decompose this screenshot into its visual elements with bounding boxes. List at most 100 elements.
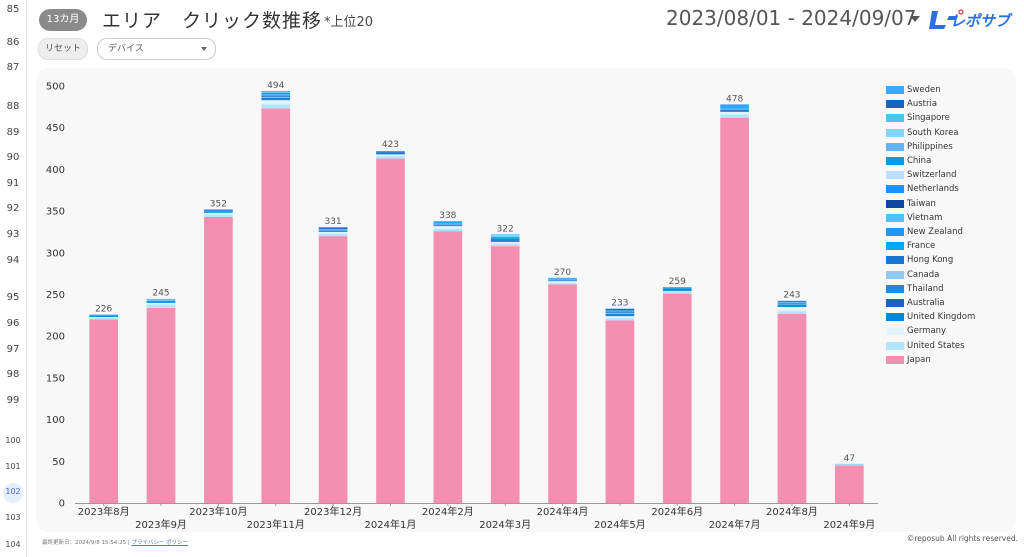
legend-swatch [886,142,904,151]
bar-segment-germany [89,317,119,318]
legend-label: United Kingdom [907,312,976,323]
bar-segment-japan [376,158,405,504]
bar-segment-japan [834,465,864,503]
y-tick-label: 200 [46,332,65,343]
bar-segment-taiwan [777,301,807,303]
bar-segment-germany [605,316,635,318]
bar-segment-sweden [433,221,463,222]
bar-segment-japan [605,320,635,503]
row-number[interactable]: 95 [6,292,20,303]
date-range-dropdown-icon[interactable] [910,16,920,22]
legend-swatch [886,100,904,109]
bar-segment-hong-kong [376,151,405,153]
row-number[interactable]: 87 [6,62,20,73]
x-category-label: 2024年9月 [823,518,875,531]
row-number[interactable]: 99 [6,395,20,406]
legend-label: Sweden [907,85,941,95]
bar-segment-france [720,107,749,109]
legend-label: New Zealand [907,227,963,237]
device-select-value: デバイス [108,44,144,54]
row-number[interactable]: 86 [6,37,20,48]
row-number[interactable]: 90 [6,152,20,163]
chart-panel [36,68,1016,532]
bar-segment-sweden [261,91,291,92]
bar-segment-new-zealand [204,209,233,211]
bar-segment-united-kingdom [89,316,119,318]
x-category-label: 2024年7月 [709,518,761,531]
row-number[interactable]: 103 [5,513,21,522]
bar-segment-thailand [777,304,807,306]
bar-segment-canada [318,229,348,231]
bar-segment-united-kingdom [720,111,749,112]
bar-segment-united-states [662,291,692,294]
bar-segment-canada [146,300,176,302]
bar-segment-united-states [777,311,807,314]
legend-label: Vietnam [907,212,943,223]
y-tick-label: 400 [46,165,65,176]
row-number[interactable]: 92 [6,203,20,214]
bar-segment-sweden [318,226,348,228]
legend-label: Taiwan [907,198,936,209]
logo-mark-icon [929,9,964,29]
row-number[interactable]: 96 [6,318,20,329]
x-category-label: 2024年1月 [365,518,417,531]
last-updated-text: 最終更新日：2024/9/8 15:54:25 [42,540,127,546]
y-tick-label: 250 [46,290,65,301]
bar-segment-sweden [720,104,749,106]
legend-swatch [886,256,904,265]
bar-segment-new-zealand [605,311,635,313]
row-number[interactable]: 94 [6,255,20,266]
row-number[interactable]: 89 [6,127,20,138]
y-tick-label: 50 [52,457,65,468]
bar-segment-united-states [318,233,348,237]
row-number[interactable]: 102 [5,487,21,496]
bar-segment-vietnam [605,310,635,312]
x-category-label: 2023年12月 [304,505,362,518]
bar-segment-united-states [433,228,463,232]
device-select[interactable]: デバイス [97,38,216,60]
row-number[interactable]: 93 [6,229,20,240]
bar-segment-canada [433,223,463,225]
bar-segment-germany [548,281,577,283]
bar-segment-germany [433,226,463,229]
row-number[interactable]: 104 [5,540,21,549]
row-number[interactable]: 97 [6,344,20,355]
bar-segment-japan [261,108,291,503]
bar-segment-united-states [146,304,176,308]
bar-segment-china [261,92,291,94]
bar-segment-france [433,222,463,224]
bar-segment-united-states [720,114,749,118]
row-number[interactable]: 98 [6,369,20,380]
row-number-gutter: 85 86 87 88 89 90 91 92 93 94 95 96 97 98 99 100 101 102 1… [0,0,27,557]
bar-segment-united-kingdom [146,302,176,303]
logo-text: レポサブ [950,12,1013,30]
x-category-label: 2023年10月 [189,505,247,518]
bar-segment-new-zealand [490,236,520,238]
row-number[interactable]: 100 [5,436,21,445]
legend-label: France [907,241,936,252]
bar-total-label: 331 [325,217,342,227]
bar-segment-germany [376,154,405,157]
y-tick-label: 100 [46,415,65,426]
row-number[interactable]: 85 [6,4,20,15]
bar-segment-japan [204,216,233,504]
period-pill[interactable]: 13カ月 [39,9,87,31]
row-number[interactable]: 88 [6,101,20,112]
bar-segment-hong-kong [777,302,807,304]
bar-segment-canada [777,303,807,305]
row-number[interactable]: 101 [5,462,21,471]
bar-segment-thailand [204,211,233,212]
bar-segment-china [720,105,749,107]
legend-label: South Korea [907,127,959,138]
date-range-display[interactable]: 2023/08/01 - 2024/09/07 [666,6,917,30]
privacy-policy-link[interactable]: プライバシー ポリシー [131,540,189,546]
reset-button[interactable]: リセット [38,38,88,60]
legend-swatch [886,199,904,208]
row-number[interactable]: 91 [6,178,20,189]
bar-segment-france [261,95,291,97]
bar-segment-united-states [834,464,864,466]
bar-segment-united-kingdom [433,225,463,227]
legend-label: Singapore [907,113,950,124]
bar-segment-france [548,278,577,280]
